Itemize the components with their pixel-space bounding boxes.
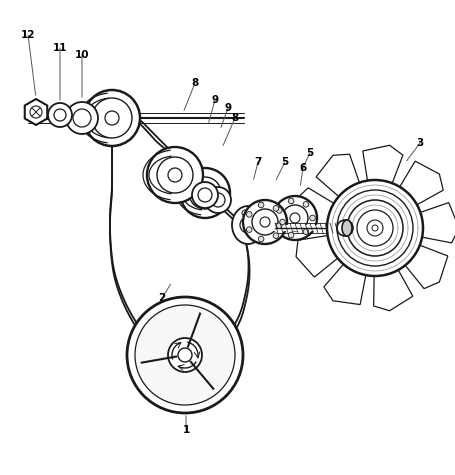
Polygon shape [395,240,447,289]
Circle shape [258,202,263,208]
Circle shape [135,305,234,405]
Circle shape [273,206,278,211]
Circle shape [276,223,281,228]
Circle shape [192,182,217,208]
Circle shape [303,201,308,207]
Text: 9: 9 [211,95,218,105]
Ellipse shape [232,206,263,244]
Circle shape [289,213,299,223]
Text: 8: 8 [231,113,238,123]
Circle shape [127,297,243,413]
Circle shape [66,102,98,134]
Circle shape [276,208,281,213]
Circle shape [366,220,382,236]
Circle shape [211,193,224,207]
Circle shape [281,205,307,231]
Circle shape [258,236,263,242]
Circle shape [252,209,278,235]
Circle shape [167,338,202,372]
Circle shape [273,196,316,240]
Polygon shape [323,253,368,304]
Circle shape [246,211,252,217]
Polygon shape [25,99,47,125]
Text: 9: 9 [224,103,231,113]
Circle shape [105,111,119,125]
Circle shape [167,168,182,182]
Circle shape [84,90,140,146]
Text: 5: 5 [306,148,313,158]
Circle shape [326,180,422,276]
Polygon shape [295,233,349,277]
Circle shape [371,225,377,231]
Ellipse shape [341,220,351,236]
Text: 5: 5 [281,157,288,167]
Polygon shape [373,257,412,311]
Text: 11: 11 [53,43,67,53]
Polygon shape [405,203,455,243]
Text: 6: 6 [299,163,306,173]
Circle shape [48,103,72,127]
Circle shape [356,210,392,246]
Circle shape [188,177,221,209]
Circle shape [279,219,285,225]
Circle shape [205,187,231,213]
Text: 4: 4 [358,183,365,193]
Polygon shape [295,188,346,228]
Circle shape [243,200,286,244]
Circle shape [197,186,212,200]
Text: 1: 1 [182,425,189,435]
Circle shape [246,227,252,232]
Circle shape [309,215,314,221]
Polygon shape [391,161,442,212]
Circle shape [147,147,202,203]
Polygon shape [315,154,364,206]
Circle shape [92,98,131,138]
Circle shape [346,200,402,256]
Circle shape [288,232,293,238]
Circle shape [288,198,293,204]
Circle shape [180,168,229,218]
Circle shape [54,109,66,121]
Circle shape [259,217,269,227]
Circle shape [336,190,412,266]
Text: 2: 2 [158,293,165,303]
Circle shape [242,210,248,216]
Text: 3: 3 [415,138,423,148]
Circle shape [303,229,308,235]
Text: 8: 8 [191,78,198,88]
Text: 7: 7 [254,157,261,167]
Circle shape [336,220,352,236]
Circle shape [177,348,192,362]
Polygon shape [362,145,402,197]
Circle shape [73,109,91,127]
Circle shape [273,233,278,238]
Circle shape [197,188,212,202]
Text: 10: 10 [75,50,89,60]
Circle shape [157,157,192,193]
Text: 12: 12 [21,30,35,40]
